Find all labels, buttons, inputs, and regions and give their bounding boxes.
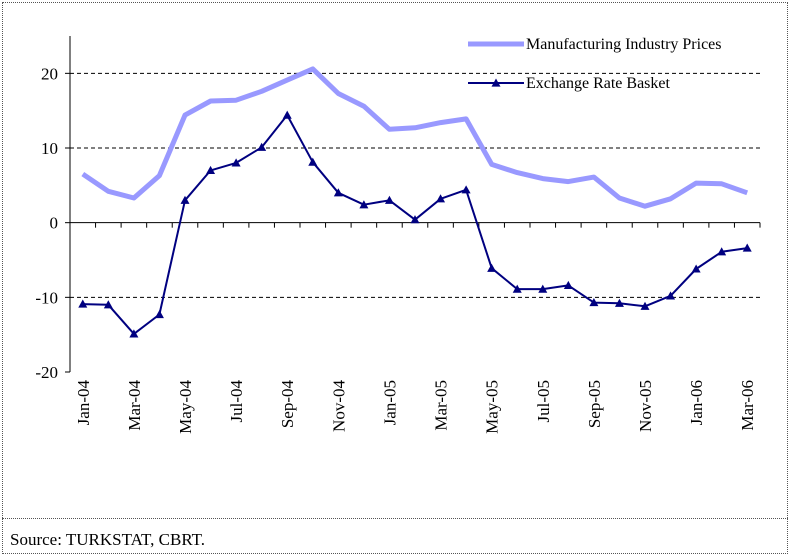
x-tick-label: Mar-04 [125,380,144,431]
x-tick-label: Nov-04 [329,380,348,432]
y-tick-label: 20 [41,64,58,83]
y-tick-label: 10 [41,139,58,158]
data-point-marker [512,284,522,293]
source-divider [2,518,788,519]
x-tick-label: Jan-04 [74,380,93,426]
data-point-marker [333,188,343,197]
series-layer [78,66,752,338]
x-tick-label: May-04 [176,380,195,434]
data-point-marker [384,195,394,204]
data-point-marker [589,298,599,307]
data-point-marker [129,329,139,338]
legend-marker [491,78,501,87]
series-line-0 [81,66,749,209]
data-point-marker [359,200,369,209]
data-point-marker [563,280,573,289]
data-point-marker [103,300,113,309]
data-point-marker [410,215,420,224]
data-point-marker [717,247,727,256]
data-point-marker [257,142,267,151]
data-point-marker [614,298,624,307]
legend-label-1: Exchange Rate Basket [526,75,671,92]
x-tick-label: Mar-06 [738,380,757,431]
data-point-marker [308,157,318,166]
data-point-marker [691,264,701,273]
grid-layer [70,72,760,298]
data-point-marker [231,158,241,167]
x-tick-label: May-05 [483,380,502,434]
data-point-marker [461,185,471,194]
data-point-marker [154,310,164,319]
data-point-marker [538,284,548,293]
legend-label-0: Manufacturing Industry Prices [526,36,722,53]
x-tick-label: Sep-04 [278,380,297,429]
data-point-marker [282,110,292,119]
source-note: Source: TURKSTAT, CBRT. [10,530,206,549]
x-tick-label: Jul-05 [534,380,553,423]
x-tick-label: Nov-05 [636,380,655,432]
y-tick-label: -10 [35,288,58,307]
y-tick-label: 0 [50,214,59,233]
x-tick-label: Sep-05 [585,380,604,428]
data-point-marker [206,165,216,174]
x-tick-label: Jan-05 [380,380,399,425]
data-point-marker [640,301,650,310]
x-tick-label: Mar-05 [432,380,451,431]
data-point-marker [180,195,190,204]
data-point-marker [666,291,676,300]
legend: Manufacturing Industry Prices Exchange Ra… [468,36,722,92]
data-point-marker [742,243,752,252]
data-point-marker [436,194,446,203]
axis-layer: -20 -10 0 10 20 Jan-04 Mar-04 May-04 Jul-04 Sep-0… [35,36,761,434]
x-tick-label: Jul-04 [227,380,246,423]
y-tick-label: -20 [35,363,58,382]
x-tick-label: Jan-06 [687,380,706,425]
data-point-marker [78,299,88,308]
data-point-marker [487,263,497,272]
